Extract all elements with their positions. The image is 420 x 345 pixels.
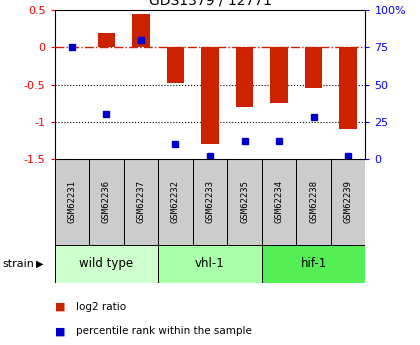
Text: ▶: ▶ xyxy=(36,259,43,269)
Text: GSM62235: GSM62235 xyxy=(240,180,249,223)
Bar xyxy=(132,14,150,47)
Text: GSM62233: GSM62233 xyxy=(205,180,215,223)
Bar xyxy=(236,47,253,107)
Text: ■: ■ xyxy=(55,326,65,336)
Bar xyxy=(262,159,297,245)
Bar xyxy=(339,47,357,129)
Text: GSM62238: GSM62238 xyxy=(309,180,318,223)
Bar xyxy=(89,159,123,245)
Text: vhl-1: vhl-1 xyxy=(195,257,225,270)
Bar xyxy=(193,159,227,245)
Text: strain: strain xyxy=(2,259,34,269)
Text: GSM62232: GSM62232 xyxy=(171,180,180,223)
Text: hif-1: hif-1 xyxy=(300,257,327,270)
Text: wild type: wild type xyxy=(79,257,134,270)
Text: GSM62231: GSM62231 xyxy=(67,180,76,223)
Bar xyxy=(158,245,262,283)
Bar xyxy=(262,245,365,283)
Text: GSM62234: GSM62234 xyxy=(275,180,284,223)
Text: GSM62239: GSM62239 xyxy=(344,180,353,223)
Text: ■: ■ xyxy=(55,302,65,312)
Title: GDS1379 / 12771: GDS1379 / 12771 xyxy=(149,0,271,8)
Bar xyxy=(167,47,184,83)
Bar xyxy=(297,159,331,245)
Bar xyxy=(55,159,89,245)
Bar xyxy=(201,47,219,144)
Bar xyxy=(158,159,193,245)
Bar xyxy=(305,47,322,88)
Text: log2 ratio: log2 ratio xyxy=(76,302,126,312)
Bar xyxy=(331,159,365,245)
Text: GSM62236: GSM62236 xyxy=(102,180,111,223)
Bar xyxy=(98,33,115,47)
Text: percentile rank within the sample: percentile rank within the sample xyxy=(76,326,252,336)
Text: GSM62237: GSM62237 xyxy=(136,180,145,223)
Bar xyxy=(227,159,262,245)
Bar xyxy=(270,47,288,103)
Bar xyxy=(55,245,158,283)
Bar xyxy=(123,159,158,245)
